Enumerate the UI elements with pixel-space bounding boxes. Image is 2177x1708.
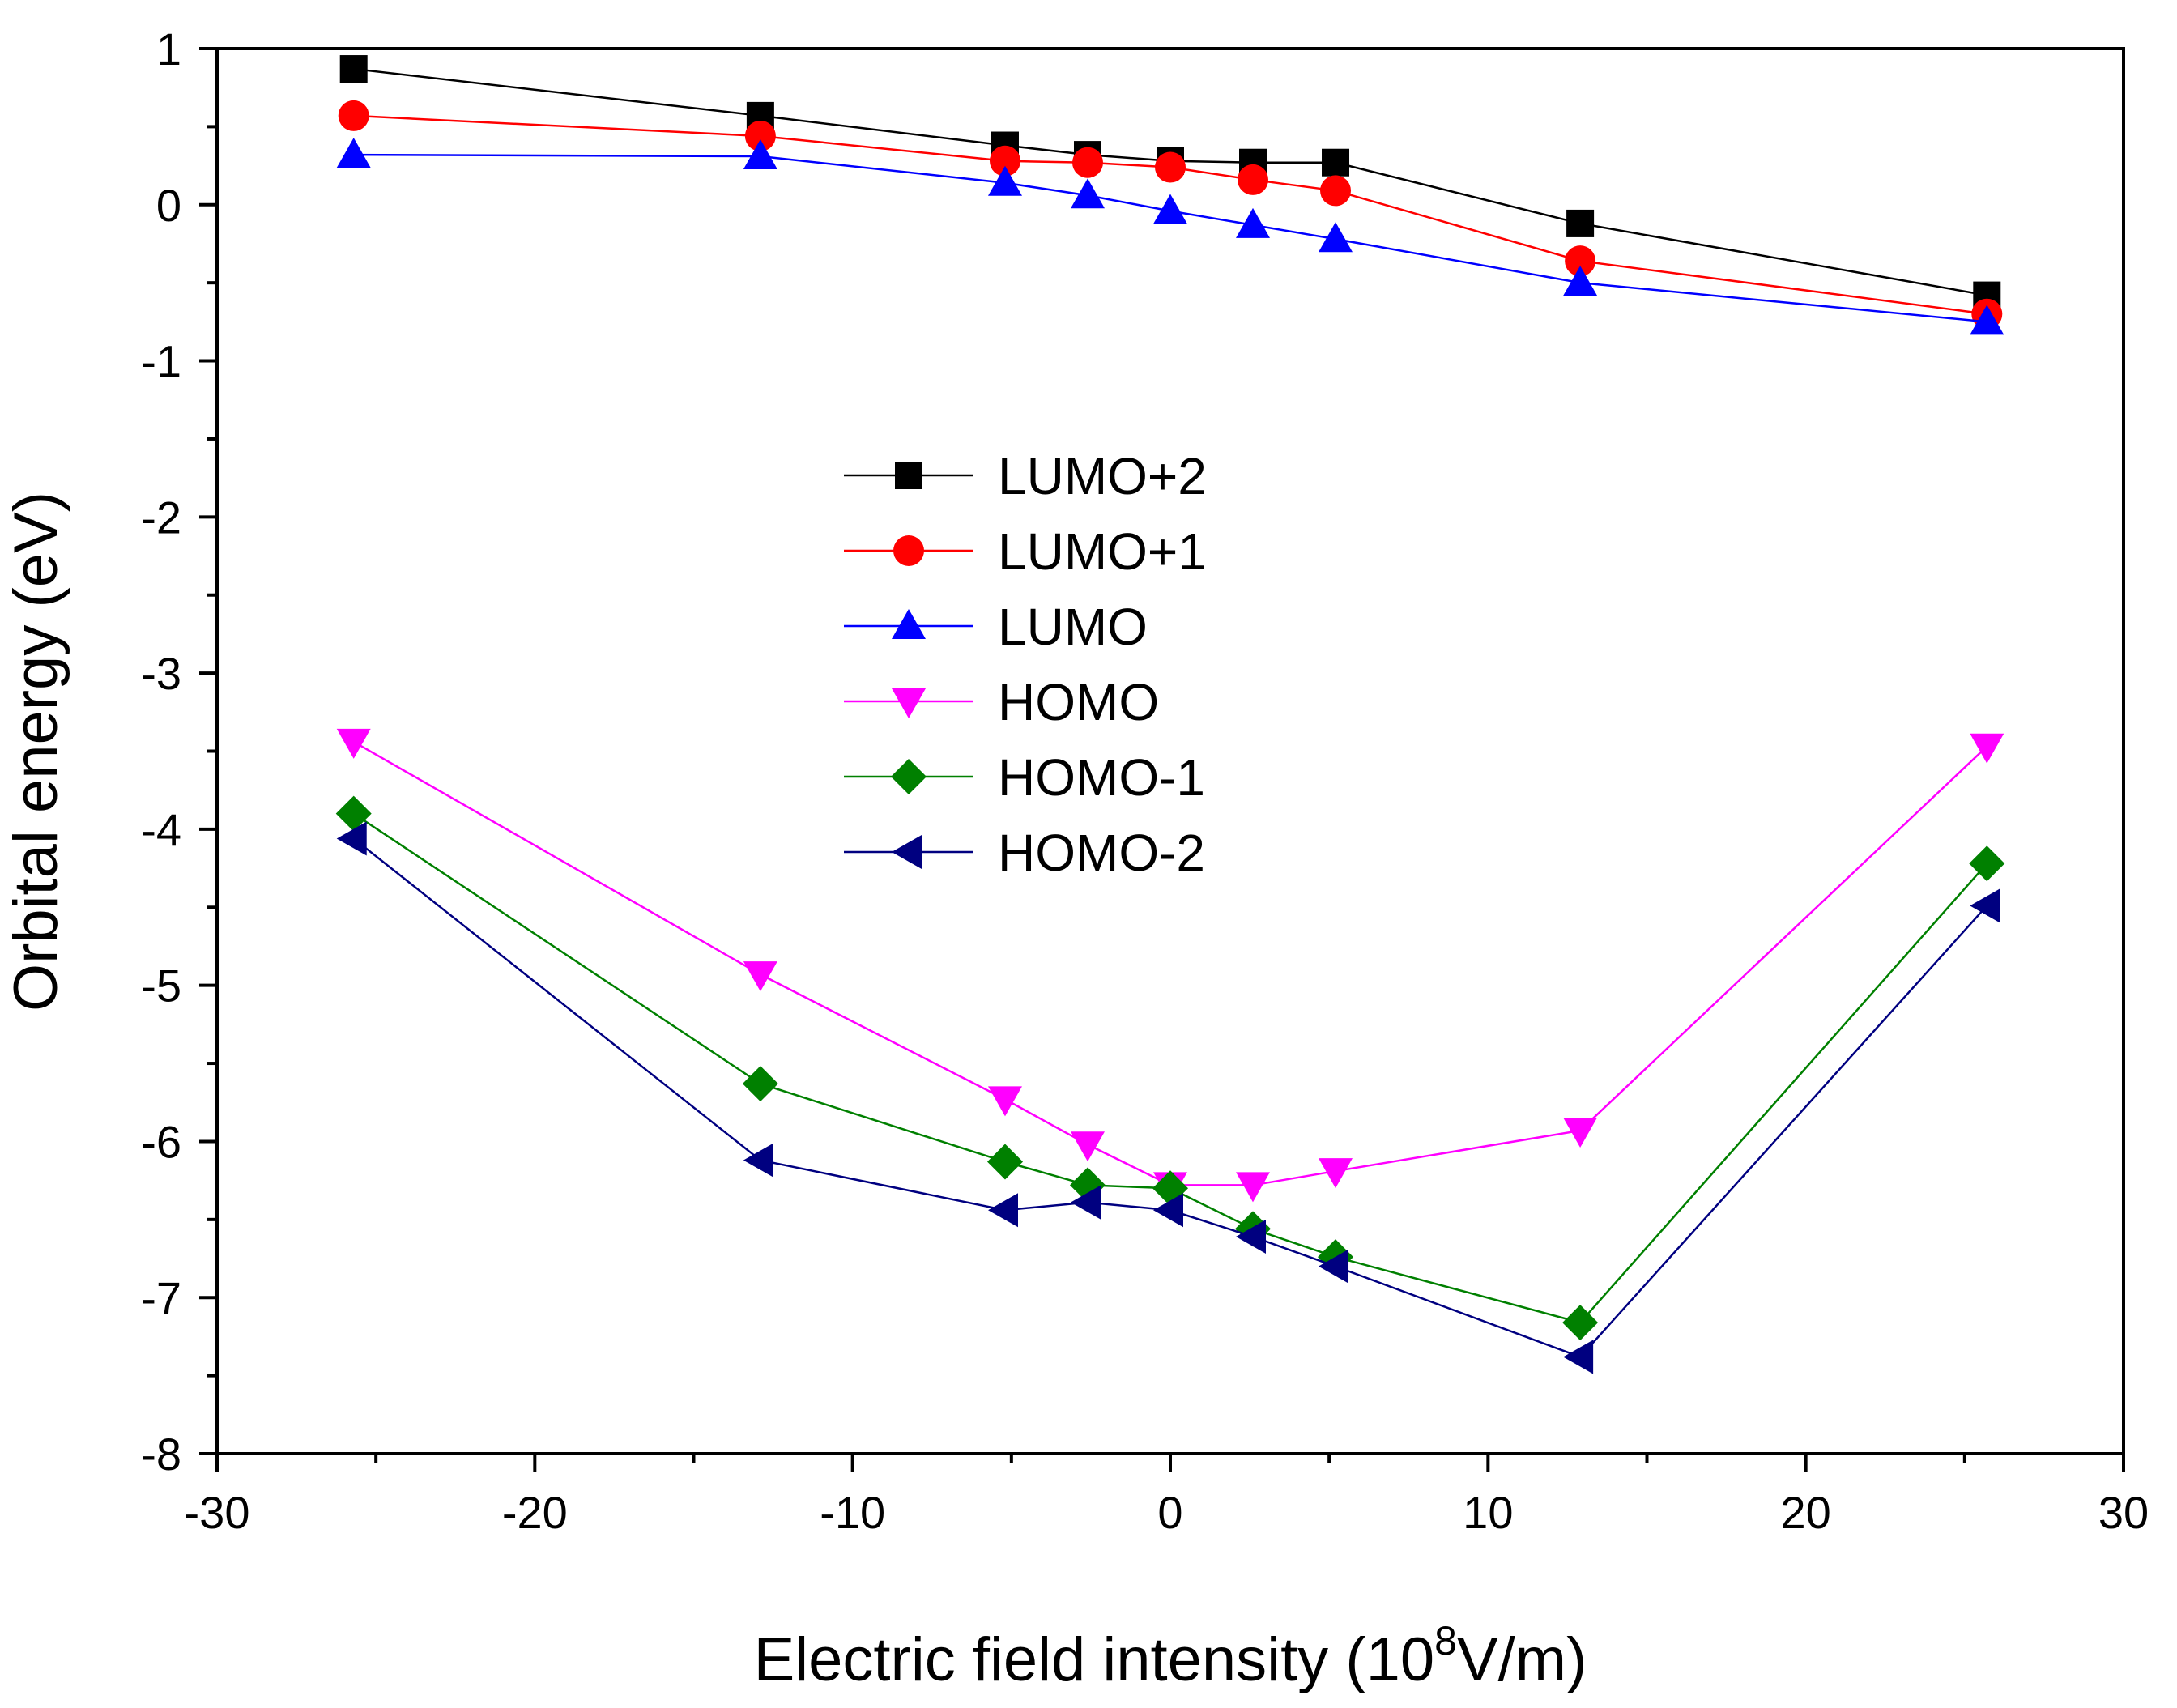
data-point	[1563, 1117, 1598, 1148]
legend-label: HOMO-1	[998, 748, 1205, 807]
legend-item: HOMO-2	[844, 824, 1205, 882]
data-point	[1563, 1340, 1594, 1374]
y-tick-label: -6	[141, 1116, 181, 1167]
data-point	[986, 1144, 1023, 1180]
data-point	[1969, 845, 2005, 882]
legend-label: LUMO	[998, 598, 1148, 656]
legend-label: HOMO	[998, 673, 1159, 731]
y-tick-label: -2	[141, 492, 181, 543]
y-tick-label: -5	[141, 960, 181, 1012]
data-point	[1319, 222, 1353, 253]
x-axis-title-main: Electric field intensity (10	[754, 1625, 1435, 1694]
data-point	[1155, 151, 1186, 183]
y-tick-label: 0	[156, 180, 181, 231]
data-point	[742, 1066, 778, 1102]
data-point	[1236, 1172, 1271, 1203]
data-point	[743, 139, 778, 170]
data-point	[987, 165, 1022, 196]
data-point	[1236, 207, 1271, 238]
y-tick-label: -3	[141, 648, 181, 699]
data-point	[338, 100, 369, 131]
data-point	[1970, 305, 2004, 335]
data-point	[1070, 1185, 1101, 1220]
series-lumo	[336, 138, 2004, 335]
data-point	[339, 55, 368, 83]
legend-label: LUMO+2	[998, 447, 1207, 505]
data-point	[987, 1086, 1022, 1117]
y-tick-label: -1	[141, 336, 181, 387]
series-homo-1	[335, 795, 2005, 1341]
legend-marker	[891, 759, 927, 794]
x-tick-label: 0	[1157, 1487, 1182, 1538]
legend: LUMO+2 LUMO+1 LUMO HOMO HOMO-1 HOMO-2	[844, 447, 1207, 882]
data-point	[987, 1193, 1018, 1228]
legend-marker	[895, 462, 922, 489]
legend-marker	[892, 688, 926, 718]
data-point	[989, 145, 1020, 177]
legend-marker	[892, 835, 922, 869]
y-tick-label: 1	[156, 23, 181, 75]
x-axis: -30 -20 -10 0 10 20 30	[185, 1454, 2149, 1538]
data-point	[1070, 178, 1105, 209]
y-tick-label: -8	[141, 1429, 181, 1480]
series-homo-2	[336, 821, 2000, 1374]
y-tick-label: -4	[141, 804, 181, 855]
data-point	[1970, 888, 2000, 923]
data-point	[744, 120, 776, 151]
x-tick-label: -10	[820, 1487, 885, 1538]
data-point	[1565, 245, 1596, 277]
x-tick-label: -30	[185, 1487, 250, 1538]
data-point	[335, 795, 372, 832]
legend-marker	[893, 535, 924, 566]
data-point	[1562, 1305, 1599, 1341]
legend-marker	[892, 609, 926, 639]
data-point	[1070, 1131, 1105, 1162]
data-point	[743, 961, 778, 992]
data-point	[1319, 1249, 1349, 1284]
series-lumo+1	[338, 100, 2003, 330]
legend-item: LUMO+2	[844, 447, 1207, 505]
data-point	[336, 728, 371, 759]
data-point	[336, 821, 367, 856]
data-point	[1563, 266, 1598, 296]
legend-label: HOMO-2	[998, 824, 1205, 882]
legend-item: LUMO	[844, 598, 1148, 656]
legend-item: HOMO	[844, 673, 1159, 731]
data-point	[1071, 147, 1103, 178]
data-point	[1238, 164, 1269, 195]
data-point	[743, 1143, 773, 1178]
y-tick-label: -7	[141, 1272, 181, 1323]
x-tick-label: 20	[1781, 1487, 1831, 1538]
data-point	[1319, 1158, 1353, 1189]
legend-item: LUMO+1	[844, 522, 1207, 581]
data-point	[1153, 1193, 1183, 1228]
x-tick-label: 30	[2098, 1487, 2149, 1538]
y-axis: 1 0 -1 -2 -3 -4 -5 -6 -7 -8	[141, 23, 217, 1480]
x-axis-title-superscript: 8	[1434, 1618, 1457, 1663]
data-point	[1153, 194, 1187, 224]
data-point	[336, 138, 371, 168]
x-tick-label: 10	[1463, 1487, 1513, 1538]
data-point	[1236, 1220, 1267, 1254]
x-axis-title: Electric field intensity (108V/m)	[754, 1618, 1587, 1694]
legend-label: LUMO+1	[998, 522, 1207, 581]
series-layer	[335, 55, 2005, 1374]
data-point	[1320, 175, 1352, 207]
legend-item: HOMO-1	[844, 748, 1205, 807]
x-tick-label: -20	[502, 1487, 568, 1538]
data-point	[1970, 733, 2004, 764]
data-point	[1322, 148, 1350, 177]
x-axis-title-tail: V/m)	[1457, 1625, 1587, 1694]
data-point	[1566, 209, 1595, 237]
y-axis-title: Orbital energy (eV)	[2, 492, 70, 1012]
